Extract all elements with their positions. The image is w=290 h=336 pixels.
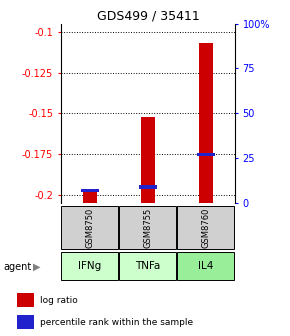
Bar [177,206,234,249]
Text: IFNg: IFNg [78,261,102,271]
Text: agent: agent [3,262,31,272]
Bar [177,252,234,280]
Bar [81,189,99,192]
Text: log ratio: log ratio [40,296,78,305]
Bar [199,43,213,203]
Title: GDS499 / 35411: GDS499 / 35411 [97,9,199,23]
Text: percentile rank within the sample: percentile rank within the sample [40,318,193,327]
Bar [61,206,118,249]
Bar [17,315,34,329]
Bar [61,252,118,280]
Text: GSM8755: GSM8755 [143,208,153,248]
Bar [119,252,176,280]
Text: GSM8750: GSM8750 [85,208,95,248]
Bar [83,190,97,203]
Bar [139,185,157,189]
Text: TNFa: TNFa [135,261,161,271]
Bar [17,293,34,307]
Text: ▶: ▶ [33,262,41,272]
Text: IL4: IL4 [198,261,214,271]
Bar [197,153,215,156]
Bar [141,117,155,203]
Bar [119,206,176,249]
Text: GSM8760: GSM8760 [201,207,211,248]
